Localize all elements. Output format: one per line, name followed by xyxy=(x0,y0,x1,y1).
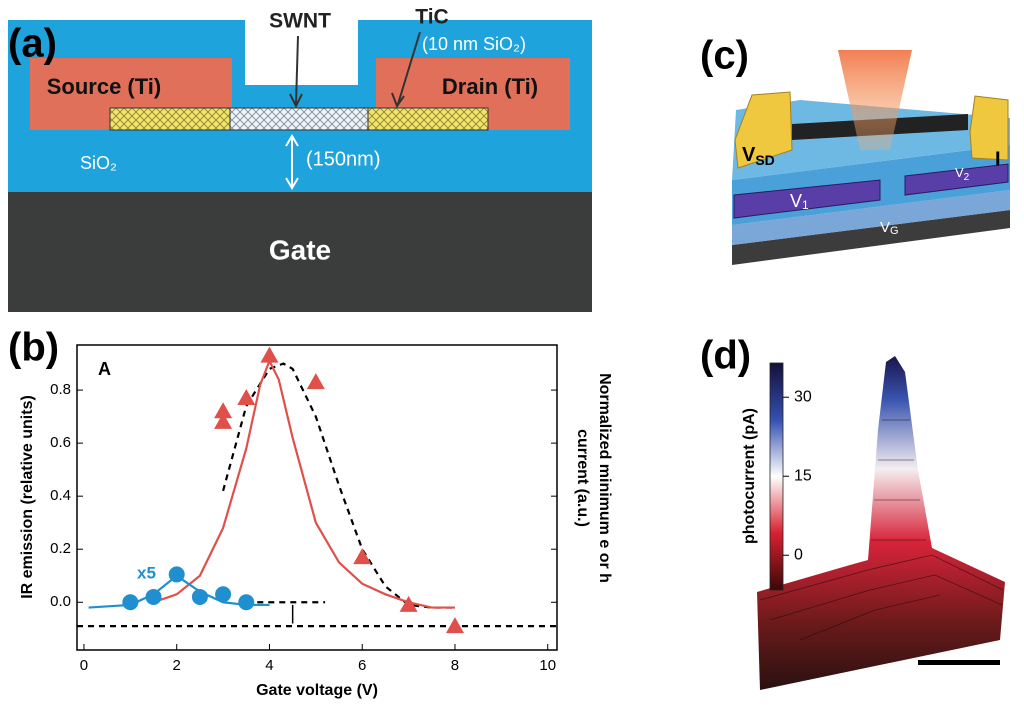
thickness-arrow xyxy=(285,134,299,190)
colorbar-tick-label: 15 xyxy=(794,467,812,484)
label: V1 xyxy=(790,191,809,212)
data-point xyxy=(306,373,325,390)
label: Gate xyxy=(269,234,331,265)
label: SWNT xyxy=(269,10,331,33)
panel-label: (c) xyxy=(700,34,749,78)
x-tick-label: 8 xyxy=(451,657,459,674)
photocurrent-surface xyxy=(757,356,1005,690)
label: VG xyxy=(880,219,899,237)
label: (150nm) xyxy=(306,148,380,170)
data-point xyxy=(237,389,256,406)
contour-lines xyxy=(759,419,1004,641)
y-tick-label: 0.6 xyxy=(50,434,71,451)
source-pad xyxy=(734,91,793,169)
panel-a: (a) SWNT TiC (10 nm SiO₂) Source (Ti) Dr… xyxy=(8,6,592,312)
panel-label: (b) xyxy=(8,326,59,370)
label: Source (Ti) xyxy=(47,74,162,99)
gate-electrode xyxy=(904,163,1009,196)
colorbar-tick-label: 30 xyxy=(794,388,812,405)
data-point xyxy=(168,566,185,583)
y-axis-label: IR emission (relative units) xyxy=(19,395,36,599)
annotation: x5 xyxy=(137,563,156,582)
label: SiO₂ xyxy=(80,153,117,173)
gate-layer xyxy=(8,192,592,312)
y-tick-label: 0.4 xyxy=(50,487,71,504)
laser-beam xyxy=(838,50,912,150)
gate-electrode xyxy=(733,179,881,219)
data-point xyxy=(260,346,279,363)
arrow xyxy=(391,31,421,109)
substrate xyxy=(732,210,1010,265)
panel-b: (b) A x5 Gate voltage (V) IR emission (r… xyxy=(8,326,613,700)
data-point xyxy=(353,548,372,565)
y-tick-label: 0.0 xyxy=(50,593,71,610)
y2-axis-label: Normalized minimum e or h xyxy=(596,373,613,583)
y-tick-label: 0.2 xyxy=(50,540,71,557)
plot-frame xyxy=(76,344,558,651)
x-tick-label: 0 xyxy=(80,657,88,674)
data-point xyxy=(122,594,139,611)
data-point xyxy=(445,617,464,634)
colorbar-label: photocurrent (pA) xyxy=(741,408,758,544)
x-tick-label: 6 xyxy=(358,657,366,674)
panel-c: (c) VSD I V1 V2 VG xyxy=(700,34,1010,265)
oxide-window xyxy=(245,12,358,85)
x-tick-label: 4 xyxy=(265,657,273,674)
panel-label: (a) xyxy=(8,22,57,66)
oxide-layer xyxy=(732,190,1010,245)
x-tick-label: 2 xyxy=(173,657,181,674)
data-point xyxy=(214,402,233,419)
nanotube xyxy=(229,107,369,131)
panel-label: (d) xyxy=(700,334,751,378)
scale-bar xyxy=(918,660,1000,665)
panel-d: (d) photocurrent (pA) 0 15 30 xyxy=(700,334,1005,690)
drain-pad xyxy=(969,95,1009,161)
data-point xyxy=(215,586,232,603)
x-axis-label: Gate voltage (V) xyxy=(256,682,378,699)
y2-axis-label: current (a.u.) xyxy=(574,429,591,527)
data-point xyxy=(214,412,233,429)
label: V2 xyxy=(955,165,970,182)
data-point xyxy=(145,588,162,605)
x-tick-label: 10 xyxy=(539,657,556,674)
label: Drain (Ti) xyxy=(442,74,538,99)
panel-tag: A xyxy=(98,359,111,379)
fit-line xyxy=(153,358,455,609)
label: VSD xyxy=(742,144,775,167)
fit-line xyxy=(222,362,455,609)
y-tick-label: 0.8 xyxy=(50,381,71,398)
arrow xyxy=(289,35,303,109)
label: TiC xyxy=(415,6,448,29)
colorbar xyxy=(769,362,784,591)
data-point xyxy=(238,594,255,611)
tic-contact xyxy=(109,107,231,131)
data-point xyxy=(191,588,208,605)
colorbar-tick-label: 0 xyxy=(794,546,803,563)
data-point xyxy=(399,595,418,612)
label: (10 nm SiO₂) xyxy=(422,34,526,54)
tic-contact xyxy=(367,107,489,131)
label: I xyxy=(995,148,1001,170)
